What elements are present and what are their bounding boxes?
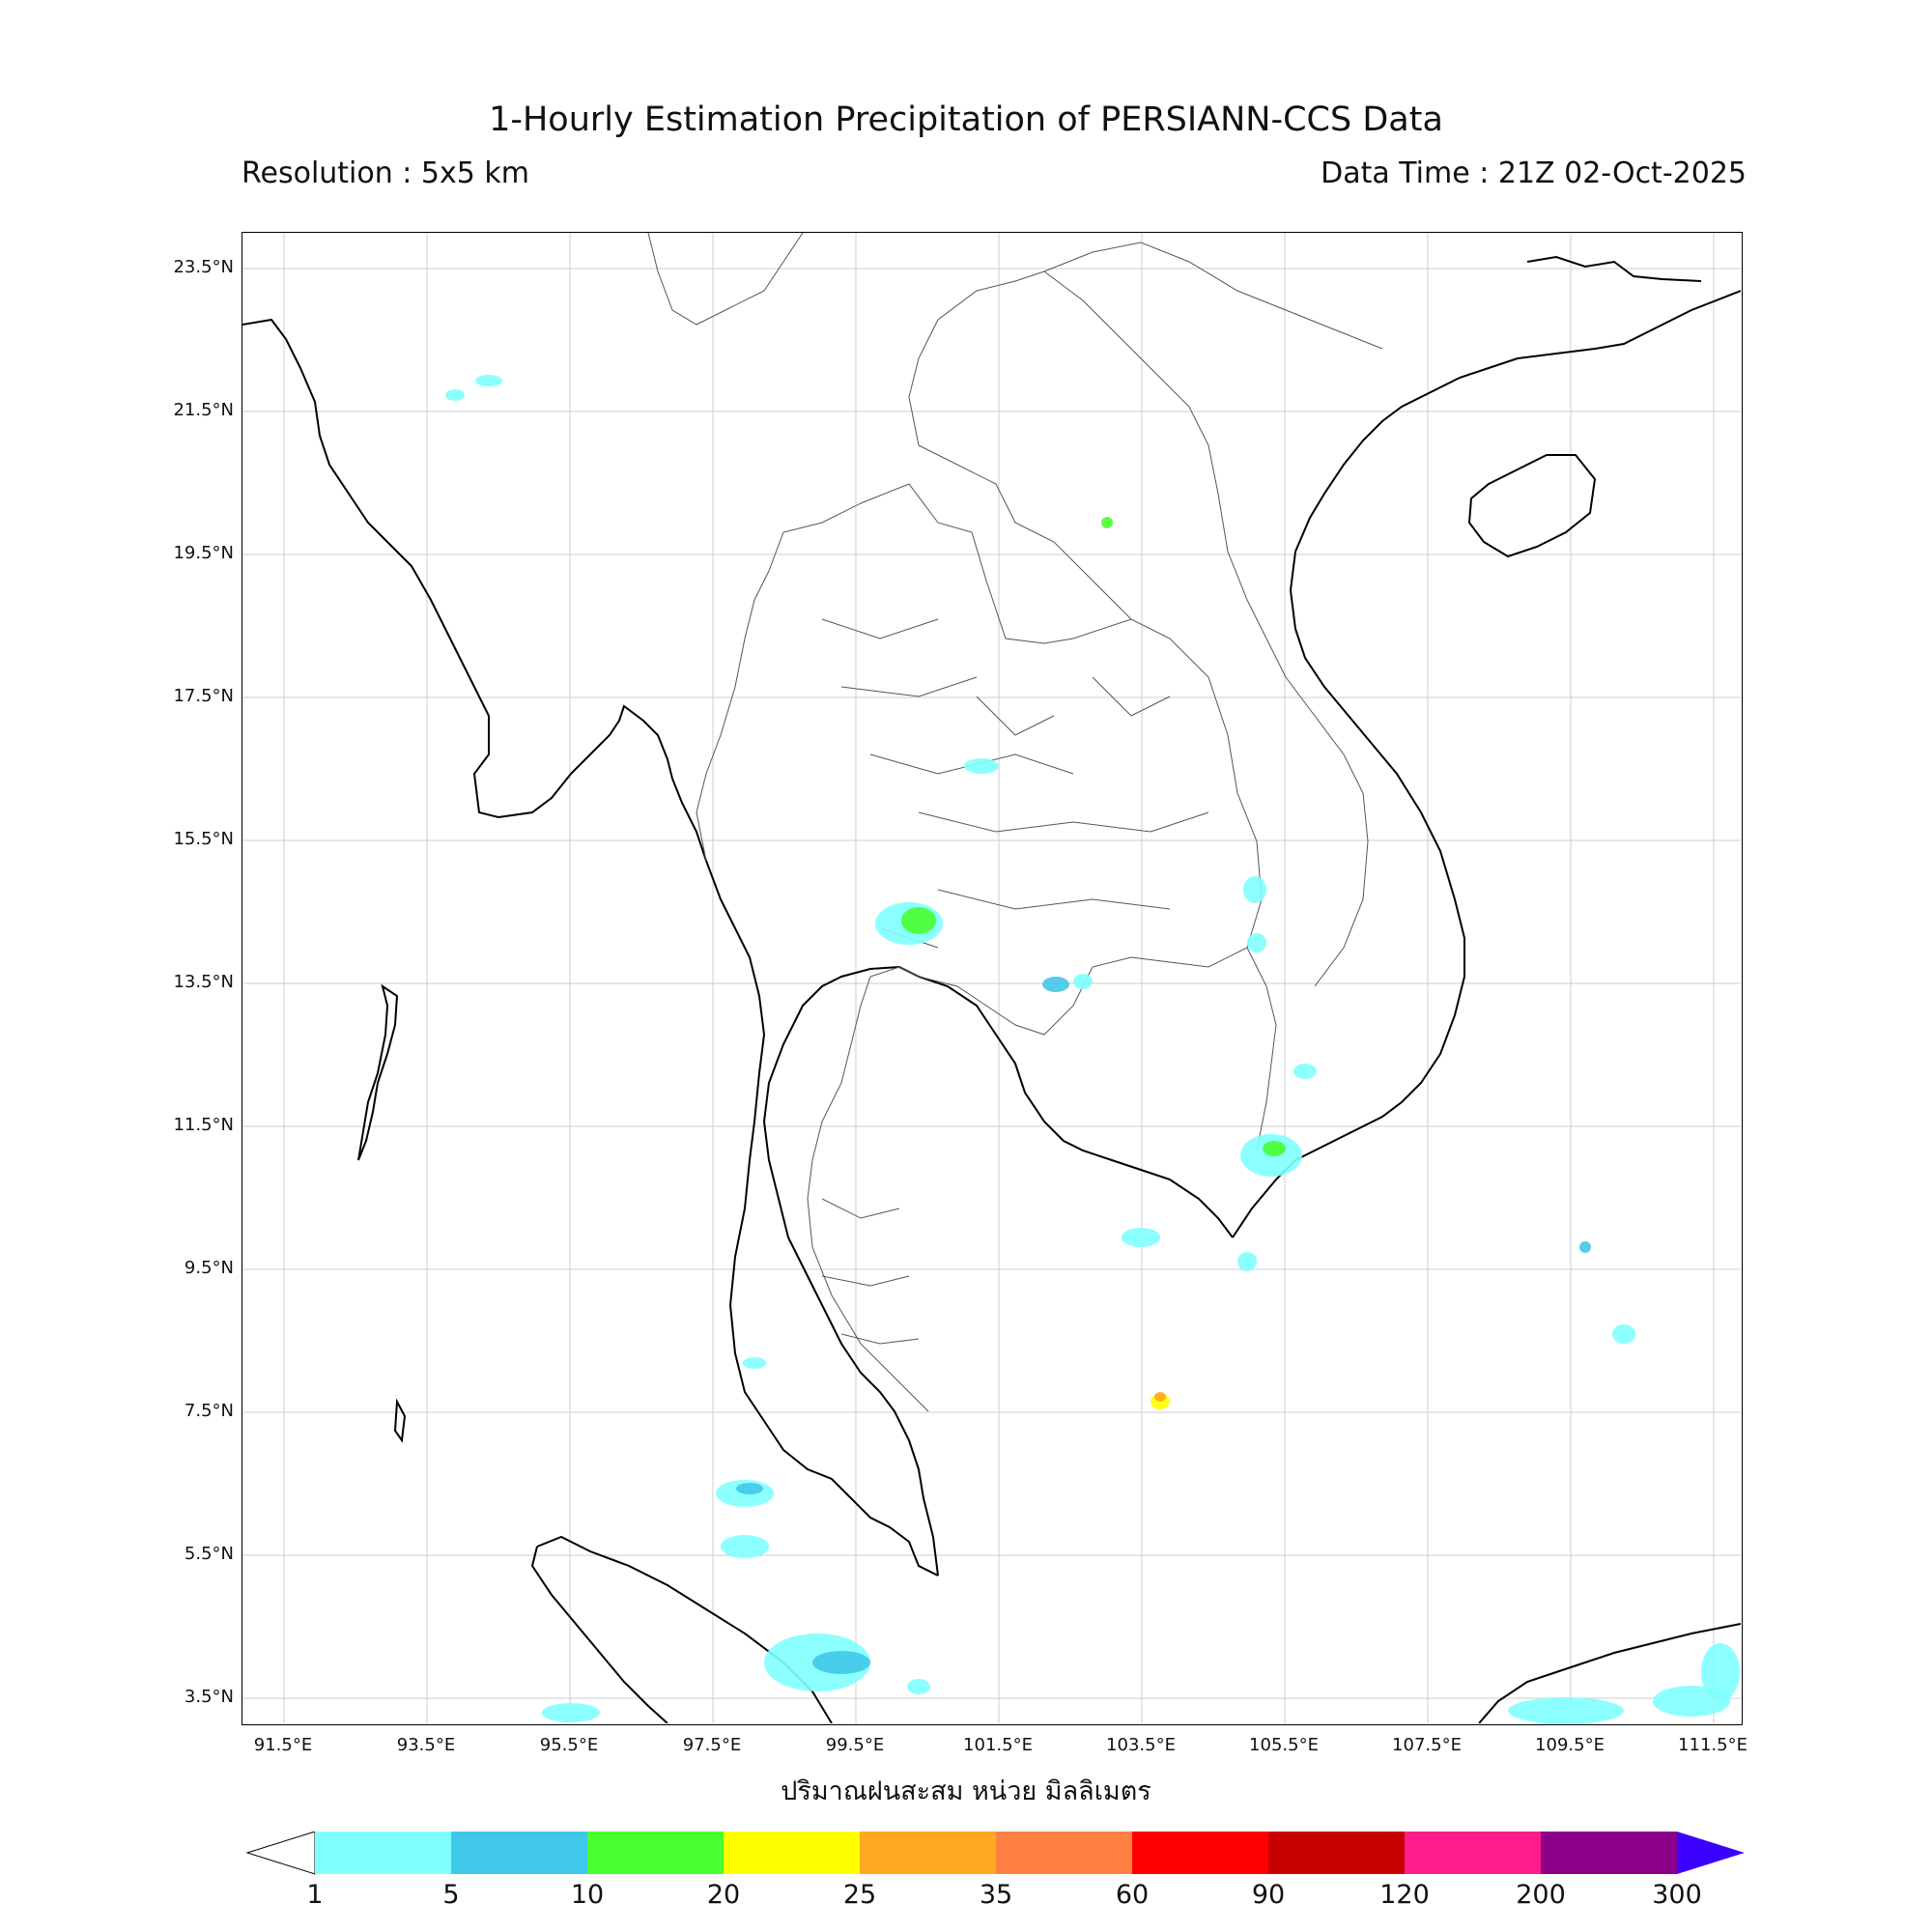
lat-label: 21.5°N (173, 400, 234, 420)
lat-label: 13.5°N (173, 972, 234, 992)
colorbar-segment (1268, 1832, 1405, 1874)
gridlines (242, 233, 1741, 1723)
precip-cell (1073, 974, 1093, 989)
lat-label: 11.5°N (173, 1115, 234, 1135)
data-time-label: Data Time : 21Z 02-Oct-2025 (1321, 156, 1747, 190)
precip-cell (1101, 517, 1113, 528)
precipitation-cells (445, 375, 1740, 1723)
lon-label: 99.5°E (825, 1735, 885, 1755)
precip-cell (721, 1535, 769, 1558)
map-frame (242, 232, 1743, 1725)
map-canvas (242, 233, 1741, 1723)
lat-label: 17.5°N (173, 686, 234, 706)
precip-cell (736, 1483, 763, 1494)
lat-label: 23.5°N (173, 257, 234, 277)
laos-border (908, 270, 1132, 620)
colorbar-tick-label: 35 (979, 1880, 1013, 1910)
colorbar-tick-label: 120 (1379, 1880, 1430, 1910)
colorbar-segment (587, 1832, 724, 1874)
lon-label: 97.5°E (682, 1735, 742, 1755)
lat-label: 5.5°N (184, 1544, 234, 1564)
colorbar-tick-label: 5 (442, 1880, 460, 1910)
colorbar-segment (1132, 1832, 1268, 1874)
lon-label: 109.5°E (1535, 1735, 1605, 1755)
lon-label: 105.5°E (1249, 1735, 1319, 1755)
lon-label: 103.5°E (1106, 1735, 1176, 1755)
hainan-island (1467, 454, 1597, 558)
lon-label: 95.5°E (539, 1735, 599, 1755)
gulf-of-thailand-coast (762, 965, 1234, 1577)
myanmar-china-border (647, 233, 804, 326)
colorbar-segment (1405, 1832, 1541, 1874)
precip-cell (1293, 1064, 1317, 1079)
andaman-islands (357, 983, 399, 1161)
lon-label: 111.5°E (1678, 1735, 1747, 1755)
colorbar-tick-label: 60 (1115, 1880, 1150, 1910)
precip-cell (964, 758, 999, 774)
coastlines (242, 255, 1741, 1723)
precip-cell (907, 1679, 930, 1694)
lat-label: 7.5°N (184, 1401, 234, 1421)
precip-cell (1247, 933, 1266, 952)
colorbar-tick-label: 200 (1516, 1880, 1566, 1910)
laos-vietnam-border (1043, 270, 1369, 987)
thailand-border (768, 483, 1263, 1412)
lat-label: 15.5°N (173, 829, 234, 849)
lat-label: 9.5°N (184, 1258, 234, 1278)
lon-label: 91.5°E (253, 1735, 313, 1755)
colorbar-segment (860, 1832, 996, 1874)
colorbar-tick-label: 10 (570, 1880, 605, 1910)
lon-label: 107.5°E (1392, 1735, 1462, 1755)
precip-cell (812, 1651, 870, 1674)
precip-cell (1612, 1324, 1635, 1344)
precip-cell (1701, 1643, 1740, 1701)
lon-label: 93.5°E (396, 1735, 456, 1755)
myanmar-coast (242, 318, 939, 1577)
lat-label: 3.5°N (184, 1687, 234, 1707)
colorbar-caption: ปริมาณฝนสะสม หน่วย มิลลิเมตร (781, 1776, 1151, 1806)
vietnam-coast (1232, 290, 1741, 1238)
colorbar-segment (451, 1832, 587, 1874)
map-title: 1-Hourly Estimation Precipitation of PER… (489, 100, 1443, 139)
precip-cell (1263, 1141, 1286, 1156)
lat-label: 19.5°N (173, 543, 234, 563)
colorbar-tick-label: 300 (1652, 1880, 1702, 1910)
precip-cell (1243, 876, 1266, 903)
sumatra-west (530, 1546, 668, 1723)
colorbar-tick-label: 90 (1251, 1880, 1286, 1910)
borneo-coast (1478, 1623, 1741, 1723)
colorbar-tick-label: 20 (706, 1880, 741, 1910)
colorbar-tick-label: 25 (842, 1880, 877, 1910)
colorbar-segment (724, 1832, 860, 1874)
precip-cell (743, 1357, 766, 1369)
lon-label: 101.5°E (963, 1735, 1033, 1755)
colorbar-segment (996, 1832, 1132, 1874)
precip-cell (1042, 977, 1069, 992)
province-boundaries (647, 233, 1383, 1412)
precip-cell (1122, 1228, 1160, 1247)
colorbar-under-arrow (245, 1832, 316, 1875)
cambodia-border (1246, 947, 1277, 1151)
precip-cell (1579, 1241, 1591, 1253)
precip-cell (445, 389, 465, 401)
china-vietnam-border (1043, 242, 1383, 350)
precip-cell (1508, 1697, 1624, 1723)
precip-cell (1154, 1392, 1166, 1402)
precip-cell (1237, 1252, 1257, 1271)
precip-cell (475, 375, 502, 386)
resolution-label: Resolution : 5x5 km (242, 156, 529, 190)
colorbar (245, 1832, 1745, 1875)
china-coast (1526, 255, 1702, 282)
colorbar-segment (1541, 1832, 1677, 1874)
colorbar-over-arrow (1677, 1832, 1745, 1874)
precip-cell (901, 907, 936, 934)
myanmar-thailand-border (696, 570, 770, 862)
colorbar-tick-label: 1 (306, 1880, 324, 1910)
precip-cell (542, 1703, 600, 1722)
colorbar-segment (315, 1832, 451, 1874)
nicobar-islands (393, 1398, 407, 1443)
